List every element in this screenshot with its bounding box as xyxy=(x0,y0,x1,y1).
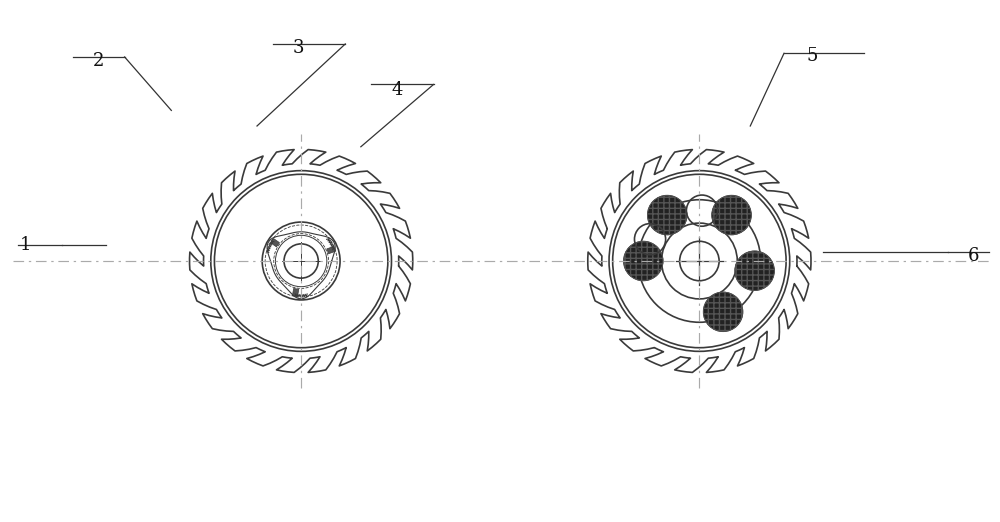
Text: 2: 2 xyxy=(93,52,104,70)
Bar xyxy=(327,246,335,254)
Bar xyxy=(271,239,279,247)
Text: 4: 4 xyxy=(392,81,403,99)
Circle shape xyxy=(703,292,743,331)
Bar xyxy=(292,289,299,296)
Circle shape xyxy=(712,195,751,235)
Circle shape xyxy=(735,251,774,290)
Text: 5: 5 xyxy=(807,47,818,65)
Circle shape xyxy=(647,195,687,235)
Text: 3: 3 xyxy=(293,39,304,57)
Circle shape xyxy=(624,241,663,281)
Text: 6: 6 xyxy=(968,247,979,265)
Text: 1: 1 xyxy=(20,236,32,254)
